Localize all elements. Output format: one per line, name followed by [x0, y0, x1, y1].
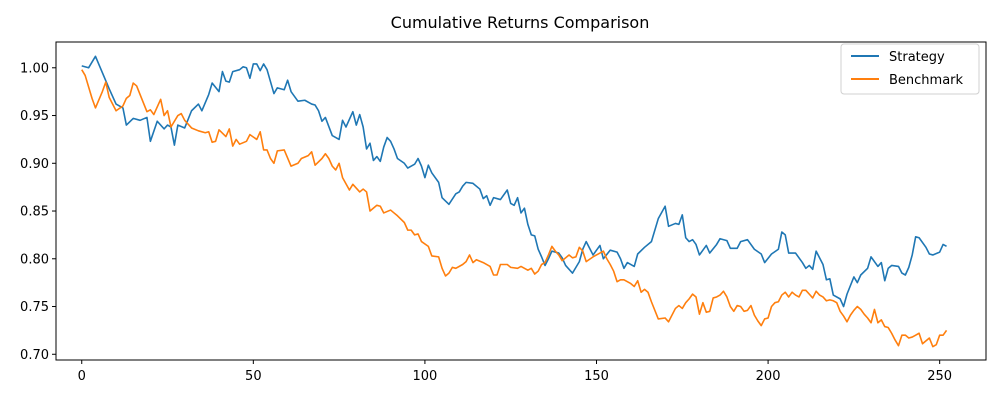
- y-tick-label: 1.00: [20, 61, 49, 76]
- series-line-strategy: [81, 55, 947, 308]
- legend: Strategy Benchmark: [840, 43, 980, 95]
- x-tick-label: 200: [756, 369, 781, 384]
- plot-area: [55, 41, 987, 361]
- plot-background: [56, 42, 986, 360]
- chart-title: Cumulative Returns Comparison: [391, 13, 650, 32]
- x-tick-label: 150: [584, 369, 609, 384]
- x-tick-label: 250: [927, 369, 952, 384]
- y-axis: 0.70 0.75 0.80 0.85 0.90 0.95 1.00: [20, 61, 56, 363]
- legend-label-strategy: Strategy: [889, 50, 945, 65]
- x-tick-label: 50: [245, 369, 262, 384]
- x-tick-label: 100: [412, 369, 437, 384]
- y-tick-label: 0.90: [20, 157, 49, 172]
- legend-label-benchmark: Benchmark: [889, 73, 964, 88]
- series-layer: [81, 55, 948, 348]
- y-tick-label: 0.70: [20, 348, 49, 363]
- plot-frame: [55, 41, 987, 361]
- y-tick-label: 0.85: [20, 205, 49, 220]
- y-tick-label: 0.80: [20, 252, 49, 267]
- y-tick-label: 0.75: [20, 300, 49, 315]
- x-axis: 0 50 100 150 200 250: [78, 360, 952, 384]
- series-line-benchmark: [81, 69, 948, 348]
- x-tick-label: 0: [78, 369, 86, 384]
- y-tick-label: 0.95: [20, 109, 49, 124]
